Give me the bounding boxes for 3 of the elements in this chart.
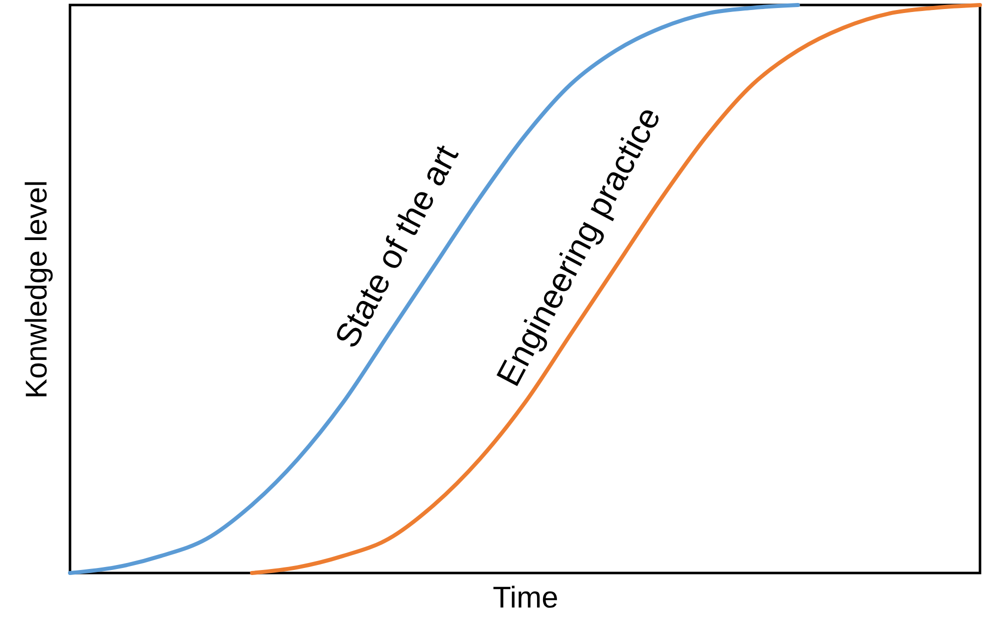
text: State of the art xyxy=(328,138,466,354)
y-axis-title: Konwledge level xyxy=(20,180,54,399)
x-axis-title: Time xyxy=(492,582,558,614)
